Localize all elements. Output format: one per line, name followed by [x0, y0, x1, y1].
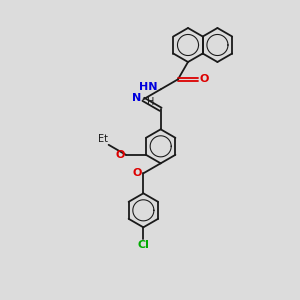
Text: HN: HN: [139, 82, 158, 92]
Text: Et: Et: [98, 134, 108, 144]
Text: O: O: [133, 168, 142, 178]
Text: O: O: [116, 150, 125, 160]
Text: H: H: [147, 97, 155, 107]
Text: N: N: [132, 93, 141, 103]
Text: Cl: Cl: [137, 240, 149, 250]
Text: O: O: [200, 74, 209, 84]
